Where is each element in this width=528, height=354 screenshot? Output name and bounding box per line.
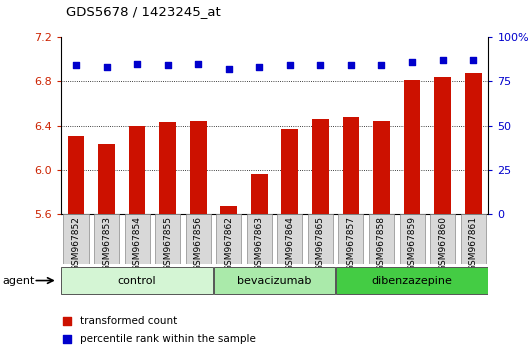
FancyBboxPatch shape bbox=[338, 214, 363, 264]
Point bbox=[408, 59, 416, 65]
Text: GSM967864: GSM967864 bbox=[285, 216, 294, 271]
Text: GSM967853: GSM967853 bbox=[102, 216, 111, 271]
Bar bbox=[403, 80, 420, 214]
FancyBboxPatch shape bbox=[460, 214, 486, 264]
Point bbox=[438, 57, 447, 63]
Bar bbox=[465, 73, 482, 214]
Text: agent: agent bbox=[3, 275, 35, 286]
Point bbox=[469, 57, 477, 63]
Text: GSM967856: GSM967856 bbox=[194, 216, 203, 271]
FancyBboxPatch shape bbox=[186, 214, 211, 264]
Text: GSM967859: GSM967859 bbox=[408, 216, 417, 271]
Point bbox=[63, 336, 71, 342]
Point bbox=[194, 61, 202, 67]
FancyBboxPatch shape bbox=[336, 267, 488, 295]
Text: GSM967858: GSM967858 bbox=[377, 216, 386, 271]
Bar bbox=[98, 144, 115, 214]
Point bbox=[133, 61, 142, 67]
Text: GSM967865: GSM967865 bbox=[316, 216, 325, 271]
Bar bbox=[373, 121, 390, 214]
Bar bbox=[190, 121, 206, 214]
Bar bbox=[68, 136, 84, 214]
FancyBboxPatch shape bbox=[430, 214, 455, 264]
Point bbox=[63, 319, 71, 324]
Bar bbox=[220, 206, 237, 214]
Text: GSM967863: GSM967863 bbox=[255, 216, 264, 271]
Point bbox=[286, 63, 294, 68]
Bar bbox=[281, 129, 298, 214]
Text: GSM967855: GSM967855 bbox=[163, 216, 172, 271]
Text: bevacizumab: bevacizumab bbox=[238, 275, 312, 286]
Bar bbox=[251, 174, 268, 214]
FancyBboxPatch shape bbox=[61, 267, 213, 295]
FancyBboxPatch shape bbox=[308, 214, 333, 264]
Bar bbox=[312, 119, 329, 214]
FancyBboxPatch shape bbox=[125, 214, 149, 264]
FancyBboxPatch shape bbox=[247, 214, 272, 264]
Bar bbox=[159, 122, 176, 214]
FancyBboxPatch shape bbox=[400, 214, 425, 264]
Text: GSM967854: GSM967854 bbox=[133, 216, 142, 271]
FancyBboxPatch shape bbox=[216, 214, 241, 264]
Point bbox=[377, 63, 385, 68]
Text: GSM967860: GSM967860 bbox=[438, 216, 447, 271]
Point bbox=[316, 63, 325, 68]
Text: GSM967857: GSM967857 bbox=[346, 216, 355, 271]
FancyBboxPatch shape bbox=[94, 214, 119, 264]
Text: percentile rank within the sample: percentile rank within the sample bbox=[80, 334, 256, 344]
Text: GDS5678 / 1423245_at: GDS5678 / 1423245_at bbox=[66, 5, 221, 18]
FancyBboxPatch shape bbox=[369, 214, 394, 264]
Text: GSM967861: GSM967861 bbox=[469, 216, 478, 271]
FancyBboxPatch shape bbox=[214, 267, 335, 295]
Point bbox=[164, 63, 172, 68]
Bar bbox=[129, 126, 146, 214]
Text: control: control bbox=[118, 275, 156, 286]
Point bbox=[72, 63, 80, 68]
Point bbox=[255, 64, 263, 70]
FancyBboxPatch shape bbox=[277, 214, 303, 264]
Text: GSM967862: GSM967862 bbox=[224, 216, 233, 271]
FancyBboxPatch shape bbox=[155, 214, 180, 264]
Bar bbox=[434, 77, 451, 214]
Point bbox=[224, 66, 233, 72]
Text: GSM967852: GSM967852 bbox=[71, 216, 80, 271]
Text: dibenzazepine: dibenzazepine bbox=[372, 275, 452, 286]
Text: transformed count: transformed count bbox=[80, 316, 177, 326]
Bar bbox=[343, 117, 360, 214]
FancyBboxPatch shape bbox=[63, 214, 89, 264]
Point bbox=[102, 64, 111, 70]
Point bbox=[347, 63, 355, 68]
